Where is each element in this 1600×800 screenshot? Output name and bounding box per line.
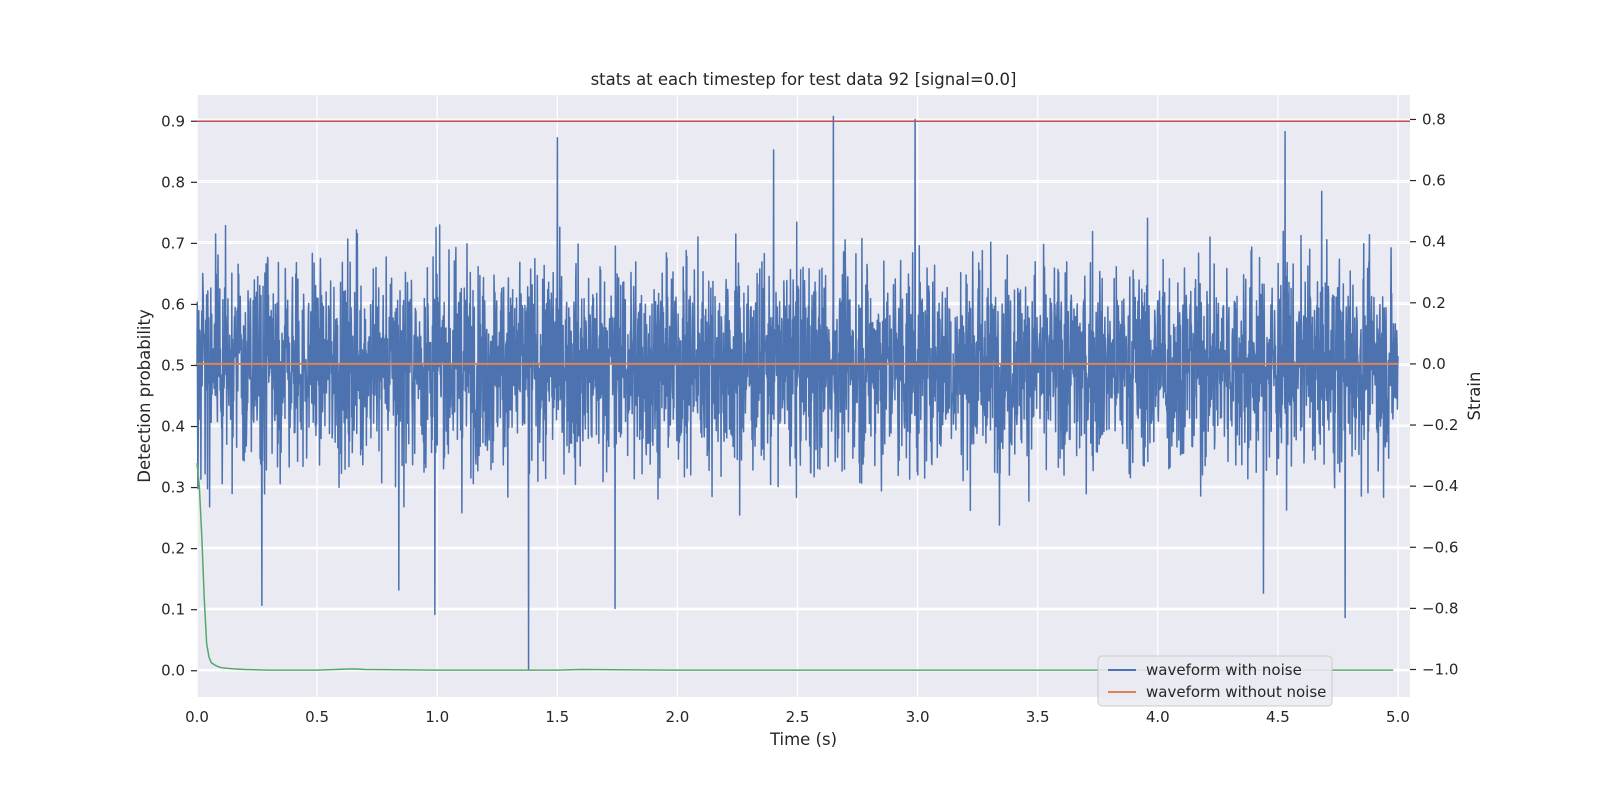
legend: waveform with noise waveform without nois… [1097, 655, 1333, 707]
y2-tick-label: 0.2 [1422, 294, 1446, 312]
x-axis-label: Time (s) [769, 730, 837, 749]
x-tick-label: 3.5 [1026, 708, 1050, 726]
y2-tick-label: −0.4 [1422, 477, 1458, 495]
y-tick-label: 0.5 [161, 356, 185, 374]
y2-tick-label: 0.6 [1422, 172, 1446, 190]
y-axis-right: −1.0 −0.8 −0.6 −0.4 −0.2 0.0 0.2 0.4 0.6 0.8 [1410, 110, 1458, 678]
y-tick-label: 0.4 [161, 418, 185, 436]
series-layer [196, 115, 1399, 671]
y-tick-label: 0.6 [161, 295, 185, 313]
chart-title: stats at each timestep for test data 92 … [591, 70, 1017, 89]
y-tick-label: 0.1 [161, 601, 185, 619]
x-tick-label: 4.0 [1146, 708, 1170, 726]
y2-tick-label: −0.6 [1422, 538, 1458, 556]
x-tick-label: 5.0 [1386, 708, 1410, 726]
x-tick-label: 2.0 [665, 708, 689, 726]
y2-tick-label: −1.0 [1422, 660, 1458, 678]
legend-label: waveform without noise [1146, 683, 1326, 701]
x-tick-label: 4.5 [1266, 708, 1290, 726]
legend-box [1097, 655, 1333, 707]
y-axis-label: Detection probability [135, 309, 154, 483]
y-tick-label: 0.3 [161, 479, 185, 497]
y-tick-label: 0.8 [161, 173, 185, 191]
y2-tick-label: 0.0 [1422, 355, 1446, 373]
series-detection-probability [196, 463, 1394, 671]
x-tick-label: 3.0 [906, 708, 930, 726]
x-tick-label: 1.5 [545, 708, 569, 726]
y2-axis-label: Strain [1465, 372, 1484, 421]
x-tick-label: 1.0 [425, 708, 449, 726]
x-tick-label: 0.0 [185, 708, 209, 726]
x-tick-label: 0.5 [305, 708, 329, 726]
y-tick-label: 0.9 [161, 112, 185, 130]
y-tick-label: 0.7 [161, 234, 185, 252]
y2-tick-label: 0.4 [1422, 233, 1446, 251]
series-waveform-with-noise [196, 115, 1399, 671]
y2-tick-label: 0.8 [1422, 110, 1446, 128]
legend-label: waveform with noise [1146, 661, 1302, 679]
x-tick-label: 2.5 [786, 708, 810, 726]
x-axis: 0.0 0.5 1.0 1.5 2.0 2.5 3.0 3.5 4.0 4.5 5.0 [185, 708, 1410, 726]
y-axis-left: 0.0 0.1 0.2 0.3 0.4 0.5 0.6 0.7 0.8 0.9 [161, 112, 197, 680]
y2-tick-label: −0.2 [1422, 416, 1458, 434]
y-tick-label: 0.0 [161, 662, 185, 680]
y2-tick-label: −0.8 [1422, 599, 1458, 617]
y-tick-label: 0.2 [161, 540, 185, 558]
